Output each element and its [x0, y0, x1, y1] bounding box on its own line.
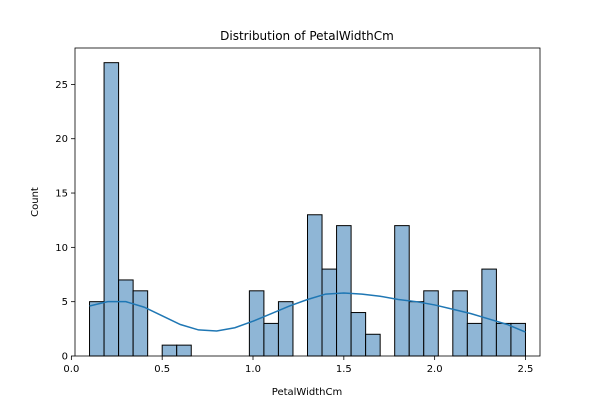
- histogram-bar: [248, 290, 265, 357]
- y-axis-label: Count: [30, 187, 41, 217]
- y-tick-label: 15: [55, 189, 68, 200]
- plot-frame: [74, 47, 541, 357]
- histogram-bar: [176, 344, 192, 357]
- y-axis-ticks: 0 5 10 15 20 25: [55, 80, 75, 363]
- histogram-bar: [132, 290, 149, 357]
- histogram-bar: [408, 301, 425, 357]
- chart-title: Distribution of PetalWidthCm: [220, 29, 394, 43]
- histogram-bar: [321, 268, 338, 357]
- x-tick-label: 2.5: [518, 364, 534, 375]
- histogram-bar: [336, 225, 352, 357]
- y-tick-label: 0: [62, 352, 68, 363]
- bars-group: [89, 62, 526, 357]
- histogram-bar: [89, 301, 105, 357]
- histogram-bar: [452, 290, 468, 357]
- x-axis-ticks: 0.0 0.5 1.0 1.5 2.0 2.5: [63, 356, 533, 375]
- x-tick-label: 0.5: [154, 364, 170, 375]
- y-tick-label: 25: [55, 80, 68, 91]
- histogram-bar: [481, 268, 497, 357]
- y-tick-label: 10: [55, 243, 68, 254]
- histogram-bar: [118, 279, 134, 357]
- x-axis-label: PetalWidthCm: [272, 387, 342, 398]
- histogram-bar: [365, 333, 381, 357]
- histogram-bar: [466, 322, 483, 357]
- x-tick-label: 1.0: [245, 364, 261, 375]
- x-tick-label: 1.5: [336, 364, 352, 375]
- y-tick-label: 20: [55, 134, 68, 145]
- x-tick-label: 2.0: [427, 364, 443, 375]
- histogram-bar: [103, 62, 120, 357]
- histogram-bar: [495, 322, 512, 357]
- histogram-bar: [394, 225, 410, 357]
- x-tick-label: 0.0: [63, 364, 79, 375]
- kde-curve: [89, 292, 526, 333]
- histogram-bar: [307, 214, 323, 357]
- y-tick-label: 5: [62, 297, 68, 308]
- histogram-bar: [161, 344, 178, 357]
- histogram-bar: [423, 290, 439, 357]
- histogram-bar: [263, 322, 279, 357]
- kde-group: [89, 292, 526, 333]
- histogram-bar: [350, 312, 367, 357]
